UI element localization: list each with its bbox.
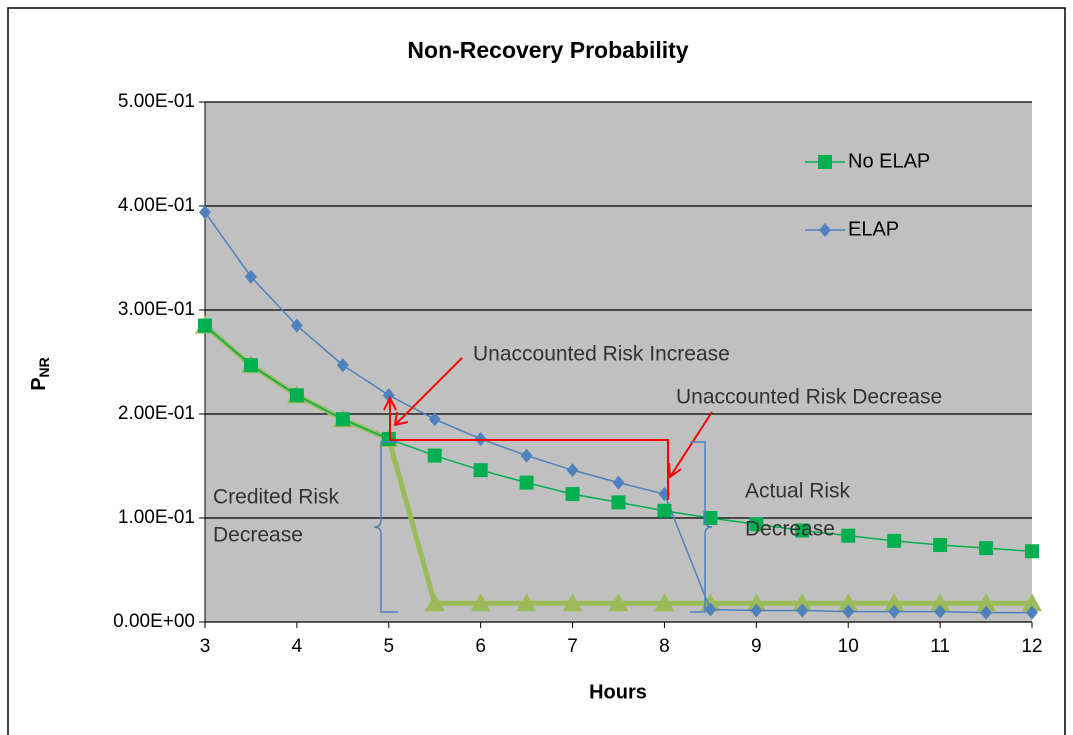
x-tick-label: 7 (567, 636, 578, 657)
marker (611, 495, 626, 510)
legend-marker (819, 223, 831, 237)
marker (516, 593, 537, 612)
x-tick-label: 3 (200, 636, 211, 657)
annotation: Unaccounted Risk Decrease (676, 386, 942, 409)
marker (244, 269, 257, 284)
marker (519, 475, 534, 490)
marker (428, 412, 441, 427)
marker (657, 503, 672, 518)
y-tick-label: 2.00E-01 (118, 403, 195, 424)
marker (933, 538, 948, 553)
marker (746, 593, 767, 612)
marker (888, 604, 901, 619)
marker (335, 412, 350, 427)
marker (1022, 593, 1042, 612)
marker (565, 487, 580, 502)
marker (612, 475, 625, 490)
x-tick-label: 9 (751, 636, 762, 657)
marker (289, 388, 304, 403)
marker (473, 463, 488, 478)
marker (884, 593, 905, 612)
marker (199, 205, 211, 220)
annotation-shapes (373, 357, 713, 613)
marker (474, 431, 487, 446)
marker (796, 603, 809, 618)
legend-label: ELAP (848, 218, 899, 240)
y-axis-label: PNR (28, 357, 51, 391)
x-tick-label: 6 (475, 636, 486, 657)
plot: 0.00E+00 1.00E-01 2.00E-01 3.00E-01 4.00E-01… (113, 91, 1042, 657)
marker (979, 541, 994, 556)
red-increase-arrow (383, 395, 397, 440)
annotation: Unaccounted Risk Increase (473, 343, 730, 366)
blue-bracket (373, 441, 398, 613)
marker (795, 523, 810, 538)
marker (566, 463, 579, 478)
annotation: Decrease (745, 518, 835, 541)
marker (980, 605, 993, 620)
marker (562, 593, 583, 612)
y-axis-label-main: P (28, 377, 50, 390)
red-arrow (393, 357, 463, 427)
y-tick-label: 4.00E-01 (118, 195, 195, 216)
chart-title: Non-Recovery Probability (407, 37, 688, 63)
marker (703, 511, 718, 525)
marker (704, 602, 717, 617)
legend-label: No ELAP (848, 150, 930, 172)
marker (243, 358, 258, 373)
marker (198, 318, 212, 333)
marker (381, 431, 396, 446)
red-connector (390, 439, 669, 500)
marker (424, 593, 445, 612)
marker (290, 318, 303, 333)
annotation: Decrease (213, 524, 303, 547)
marker (842, 604, 855, 619)
marker (749, 517, 764, 532)
marker (520, 448, 533, 463)
legend-marker (818, 155, 832, 169)
marker (750, 603, 763, 618)
marker (427, 448, 442, 463)
y-tick-label: 1.00E-01 (118, 507, 195, 528)
red-arrow (668, 411, 713, 479)
x-tick-label: 12 (1021, 636, 1042, 657)
x-tick-label: 11 (930, 636, 950, 657)
marker (1025, 544, 1039, 559)
y-tick-label: 5.00E-01 (118, 91, 195, 112)
x-axis-label: Hours (589, 681, 647, 703)
marker (934, 604, 947, 619)
marker (470, 593, 491, 612)
marker (1026, 605, 1038, 620)
marker (838, 593, 859, 612)
blue-bracket (690, 441, 713, 613)
annotation: Actual Risk (745, 480, 851, 503)
x-tick-label: 8 (659, 636, 670, 657)
annotation: Credited Risk (213, 486, 340, 509)
marker (382, 388, 395, 403)
y-axis-label-subscript: NR (36, 357, 52, 377)
marker (930, 593, 951, 612)
marker (654, 593, 675, 612)
marker (792, 593, 813, 612)
marker (976, 593, 997, 612)
x-tick-label: 5 (383, 636, 394, 657)
y-tick-label: 0.00E+00 (113, 611, 195, 632)
marker (887, 533, 902, 548)
y-tick-label: 3.00E-01 (118, 299, 195, 320)
marker (841, 528, 856, 543)
marker (336, 358, 349, 373)
x-tick-label: 10 (838, 636, 859, 657)
marker (608, 593, 629, 612)
x-tick-label: 4 (292, 636, 303, 657)
